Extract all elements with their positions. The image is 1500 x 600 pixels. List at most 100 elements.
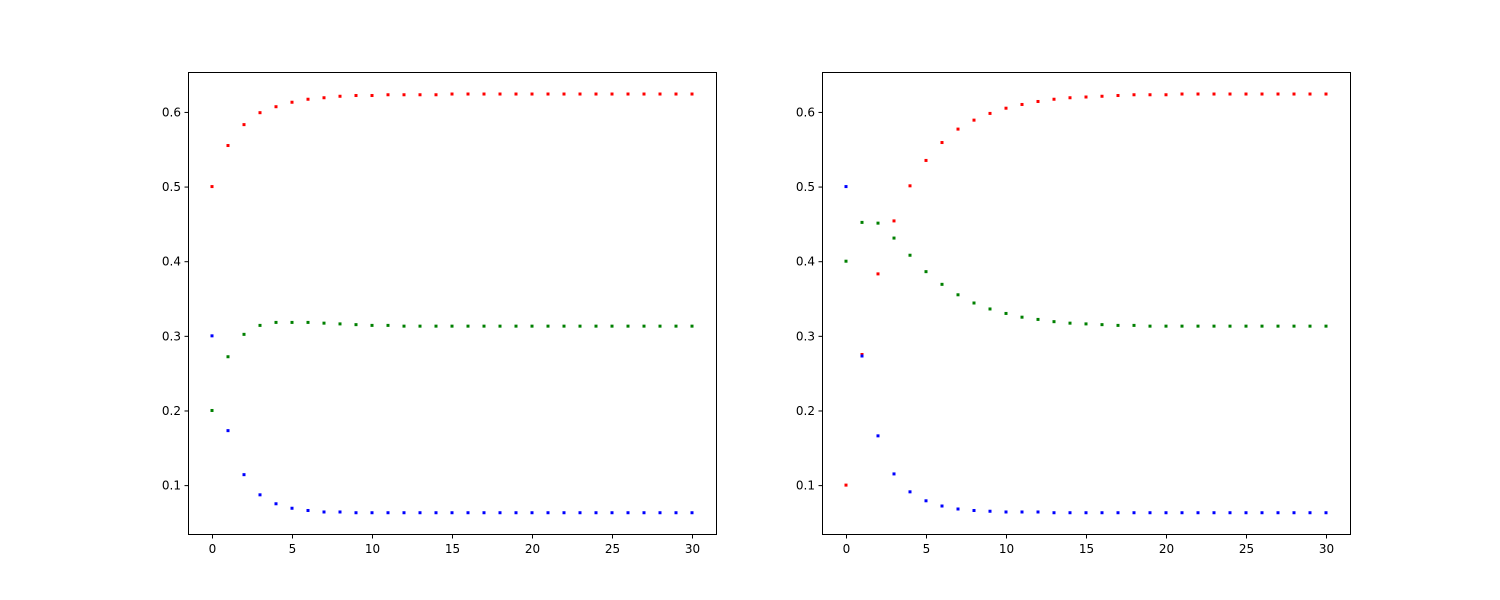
data-point-series-1 [941,283,944,286]
x-tick-label: 15 [1079,542,1094,556]
data-point-series-2 [483,511,486,514]
data-point-series-0 [547,93,550,96]
y-tick-label: 0.2 [796,404,815,418]
data-point-series-1 [1005,312,1008,315]
data-point-series-0 [1197,93,1200,96]
data-point-series-0 [1085,96,1088,99]
data-point-series-0 [659,93,662,96]
data-point-series-1 [403,325,406,328]
data-point-series-0 [451,93,454,96]
data-point-series-0 [1293,93,1296,96]
data-point-series-1 [451,325,454,328]
y-tick-label: 0.5 [796,180,815,194]
data-point-series-2 [419,511,422,514]
data-point-series-0 [227,144,230,147]
data-point-series-2 [643,511,646,514]
data-point-series-1 [845,260,848,263]
data-point-series-0 [941,141,944,144]
x-tick-label: 0 [209,542,217,556]
data-point-series-2 [675,511,678,514]
data-point-series-0 [893,219,896,222]
data-point-series-0 [275,105,278,108]
data-point-series-0 [1325,93,1328,96]
data-point-series-2 [973,509,976,512]
data-point-series-1 [1149,325,1152,328]
data-point-series-0 [611,93,614,96]
y-tick-label: 0.4 [796,255,815,269]
y-tick-label: 0.3 [796,329,815,343]
data-point-series-2 [451,511,454,514]
data-point-series-0 [1037,100,1040,103]
data-point-series-2 [1069,511,1072,514]
data-point-series-0 [1133,93,1136,96]
data-point-series-0 [531,93,534,96]
data-point-series-1 [307,321,310,324]
data-point-series-0 [1245,93,1248,96]
data-point-series-2 [611,511,614,514]
data-point-series-2 [595,511,598,514]
data-point-series-1 [1229,325,1232,328]
data-point-series-2 [909,490,912,493]
data-point-series-0 [1181,93,1184,96]
data-point-series-1 [877,222,880,225]
data-point-series-1 [547,325,550,328]
data-point-series-1 [893,237,896,240]
data-point-series-2 [1245,511,1248,514]
x-tick-label: 5 [289,542,297,556]
data-point-series-0 [387,93,390,96]
data-point-series-0 [845,484,848,487]
data-point-series-2 [547,511,550,514]
data-point-series-2 [659,511,662,514]
data-point-series-1 [611,325,614,328]
y-tick-label: 0.6 [796,105,815,119]
data-point-series-2 [691,511,694,514]
x-tick-label: 0 [843,542,851,556]
data-point-series-2 [957,508,960,511]
data-point-series-1 [355,323,358,326]
data-point-series-0 [563,93,566,96]
data-point-series-0 [909,184,912,187]
data-point-series-0 [1005,107,1008,110]
data-point-series-1 [1133,324,1136,327]
data-point-series-0 [467,93,470,96]
data-point-series-1 [1021,316,1024,319]
data-point-series-0 [675,93,678,96]
data-point-series-0 [627,93,630,96]
data-point-series-0 [691,93,694,96]
data-point-series-1 [579,325,582,328]
data-point-series-0 [973,119,976,122]
data-point-series-1 [1325,325,1328,328]
x-tick-label: 20 [1159,542,1174,556]
data-point-series-1 [419,325,422,328]
data-point-series-2 [403,511,406,514]
x-tick-label: 15 [445,542,460,556]
data-point-series-0 [259,111,262,114]
y-tick-label: 0.4 [162,255,181,269]
data-point-series-2 [861,354,864,357]
data-point-series-1 [1213,325,1216,328]
data-point-series-1 [499,325,502,328]
data-point-series-1 [227,355,230,358]
data-point-series-2 [1277,511,1280,514]
data-point-series-1 [515,325,518,328]
data-point-series-0 [1149,93,1152,96]
data-point-series-2 [1053,511,1056,514]
data-point-series-1 [339,322,342,325]
data-point-series-2 [227,429,230,432]
data-point-series-1 [1069,322,1072,325]
data-point-series-0 [403,93,406,96]
data-point-series-2 [1037,510,1040,513]
data-point-series-2 [1133,511,1136,514]
data-point-series-2 [211,334,214,337]
data-point-series-0 [1261,93,1264,96]
data-point-series-1 [467,325,470,328]
y-tick-label: 0.1 [162,479,181,493]
data-point-series-1 [1181,325,1184,328]
x-tick-label: 10 [365,542,380,556]
data-point-series-2 [563,511,566,514]
data-point-series-0 [243,123,246,126]
data-point-series-2 [531,511,534,514]
data-point-series-0 [323,96,326,99]
data-point-series-1 [1117,324,1120,327]
data-point-series-0 [499,93,502,96]
